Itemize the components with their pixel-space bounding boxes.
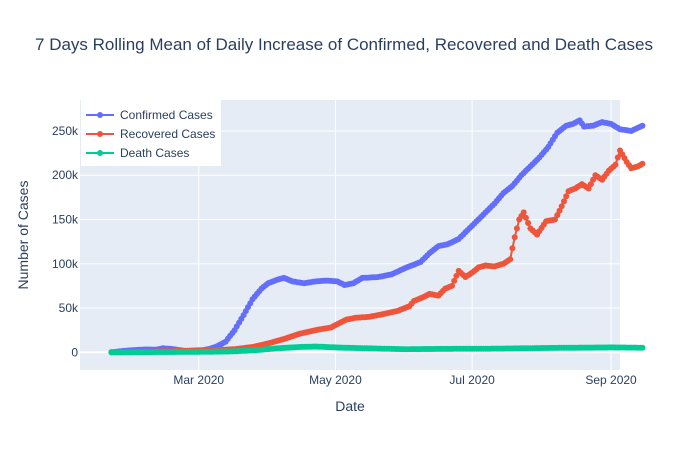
x-tick-label: Jul 2020 — [449, 373, 495, 387]
data-point — [522, 214, 529, 221]
legend-label: Recovered Cases — [120, 127, 215, 141]
data-point — [511, 234, 518, 241]
x-tick-label: Mar 2020 — [173, 373, 224, 387]
legend-item[interactable]: Recovered Cases — [86, 127, 215, 141]
data-point — [639, 160, 646, 167]
series-death-cases — [108, 343, 646, 356]
y-tick-label: 100k — [52, 257, 79, 271]
data-point — [453, 272, 460, 279]
chart-title: 7 Days Rolling Mean of Daily Increase of… — [35, 35, 653, 54]
data-point — [590, 176, 597, 183]
data-point — [525, 220, 532, 226]
legend-item[interactable]: Confirmed Cases — [86, 108, 213, 122]
data-point — [451, 277, 458, 284]
series-layer — [108, 117, 646, 356]
y-tick-label: 50k — [59, 301, 79, 315]
data-point — [563, 193, 570, 200]
data-point — [639, 122, 646, 129]
data-point — [507, 256, 514, 263]
data-point — [585, 185, 592, 192]
data-point — [639, 344, 646, 351]
data-point — [513, 225, 520, 232]
legend[interactable]: Confirmed Cases Recovered Cases Death Case… — [81, 100, 221, 166]
data-point — [556, 207, 563, 214]
data-point — [558, 203, 565, 210]
legend-item[interactable]: Death Cases — [86, 146, 189, 160]
legend-marker — [97, 150, 103, 156]
y-axis-title: Number of Cases — [15, 181, 31, 290]
tick-labels: 0 50k 100k 150k 200k 250k Mar 2020 May 2020 Jul … — [52, 124, 637, 387]
data-point — [561, 198, 567, 205]
y-tick-label: 200k — [52, 168, 79, 182]
data-point — [552, 216, 558, 223]
data-point — [449, 282, 455, 289]
y-tick-label: 150k — [52, 213, 79, 227]
data-point — [612, 161, 619, 168]
data-point — [520, 209, 527, 216]
y-tick-label: 250k — [52, 124, 79, 138]
legend-label: Death Cases — [120, 146, 189, 160]
x-tick-label: Sep 2020 — [585, 373, 637, 387]
legend-marker — [97, 131, 103, 137]
legend-marker — [97, 112, 103, 118]
x-tick-label: May 2020 — [309, 373, 362, 387]
data-point — [509, 245, 516, 252]
data-point — [614, 154, 621, 161]
x-axis-title: Date — [335, 398, 365, 414]
y-tick-label: 0 — [71, 345, 78, 359]
legend-label: Confirmed Cases — [120, 108, 213, 122]
